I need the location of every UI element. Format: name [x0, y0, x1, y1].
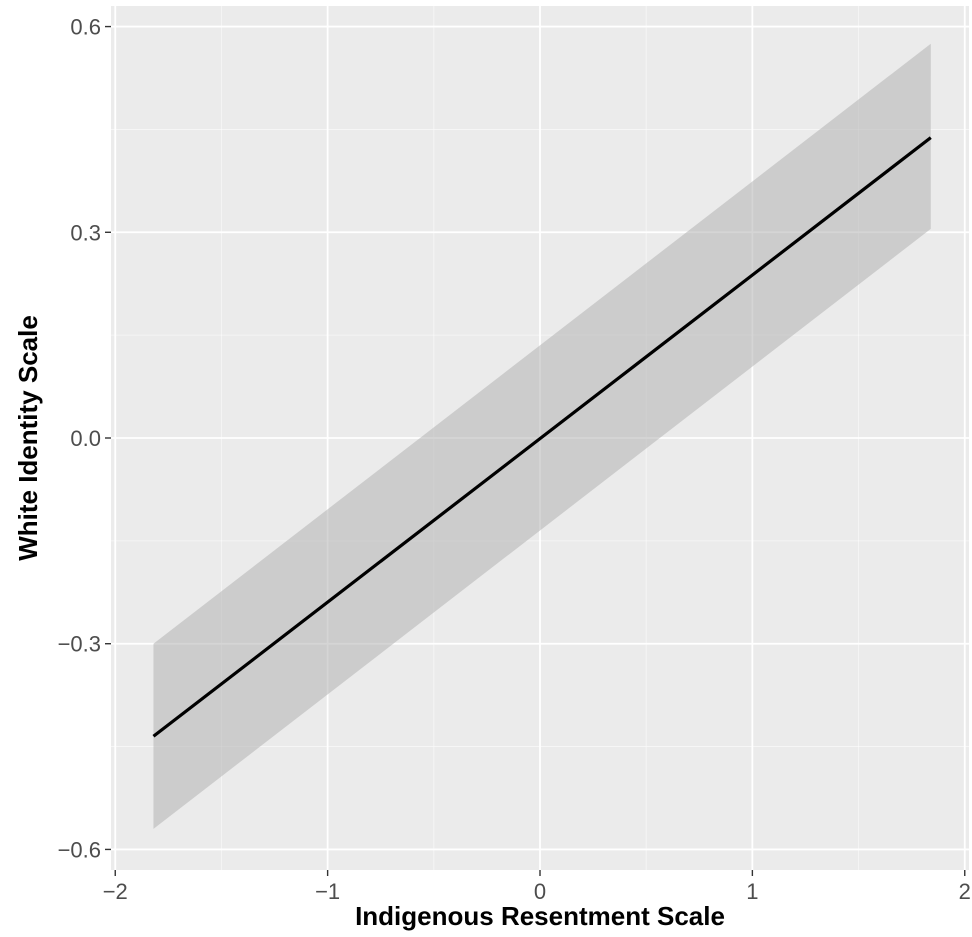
y-tick-label: −0.3 [58, 632, 101, 657]
y-tick-label: −0.6 [58, 837, 101, 862]
x-axis-title: Indigenous Resentment Scale [355, 901, 725, 931]
regression-line-layer [152, 136, 932, 738]
y-axis-title: White Identity Scale [13, 315, 43, 561]
y-tick-label: 0.6 [70, 15, 101, 40]
x-tick-label: 2 [959, 879, 971, 904]
y-tick-label: 0.0 [70, 426, 101, 451]
x-axis-ticks: −2 −1 0 1 2 [103, 870, 971, 904]
y-tick-label: 0.3 [70, 220, 101, 245]
regression-line [152, 136, 932, 738]
x-tick-label: −2 [103, 879, 128, 904]
y-axis-ticks: −0.6 −0.3 0.0 0.3 0.6 [58, 15, 111, 862]
x-tick-label: 1 [746, 879, 758, 904]
x-tick-label: 0 [534, 879, 546, 904]
x-tick-label: −1 [315, 879, 340, 904]
